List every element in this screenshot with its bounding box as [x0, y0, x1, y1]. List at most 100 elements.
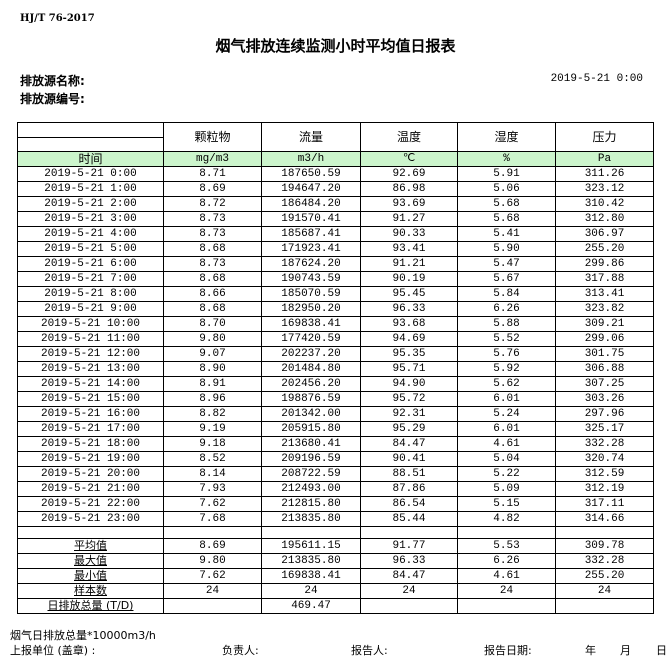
value-cell: 314.66	[555, 511, 654, 527]
value-cell: 212815.80	[261, 496, 361, 512]
value-cell: 24	[555, 583, 654, 599]
standard-code: HJ/T 76-2017	[20, 13, 95, 24]
unit-cell: ℃	[360, 151, 458, 167]
col-header: 湿度	[457, 122, 556, 152]
value-cell: 90.19	[360, 271, 458, 287]
stat-label: 最小值	[17, 568, 164, 584]
stat-row: 最小值 7.62 169838.41 84.47 4.61 255.20	[17, 568, 654, 584]
value-cell	[457, 526, 556, 539]
value-cell: 311.26	[555, 166, 654, 182]
table-row: 2019-5-21 20:00 8.14 208722.59 88.51 5.22 312…	[17, 466, 654, 482]
value-cell: 169838.41	[261, 316, 361, 332]
table-row: 2019-5-21 10:00 8.70 169838.41 93.68 5.88 309…	[17, 316, 654, 332]
time-cell: 2019-5-21 15:00	[17, 391, 164, 407]
value-cell: 5.41	[457, 226, 556, 242]
unit-cell: Pa	[555, 151, 654, 167]
table-row: 2019-5-21 12:00 9.07 202237.20 95.35 5.76 301…	[17, 346, 654, 362]
footer-note: 烟气日排放总量*10000m3/h	[10, 629, 156, 642]
time-cell	[17, 526, 164, 539]
value-cell: 8.82	[163, 406, 262, 422]
value-cell: 5.52	[457, 331, 556, 347]
value-cell: 312.80	[555, 211, 654, 227]
source-name-label: 排放源名称:	[20, 74, 85, 88]
table-row: 2019-5-21 7:00 8.68 190743.59 90.19 5.67 317.…	[17, 271, 654, 287]
value-cell: 8.73	[163, 211, 262, 227]
stat-label: 平均值	[17, 538, 164, 554]
value-cell: 8.69	[163, 538, 262, 554]
page-title: 烟气排放连续监测小时平均值日报表	[215, 37, 456, 55]
time-cell: 2019-5-21 22:00	[17, 496, 164, 512]
value-cell: 8.69	[163, 181, 262, 197]
time-cell: 2019-5-21 5:00	[17, 241, 164, 257]
report-table: 颗粒物 流量 温度 湿度 压力 时间 mg/m3 m3/h ℃ % Pa 201…	[17, 122, 654, 614]
time-cell: 2019-5-21 8:00	[17, 286, 164, 302]
value-cell: 84.47	[360, 568, 458, 584]
value-cell: 186484.20	[261, 196, 361, 212]
value-cell: 332.28	[555, 553, 654, 569]
time-cell: 2019-5-21 0:00	[17, 166, 164, 182]
time-cell: 2019-5-21 16:00	[17, 406, 164, 422]
year-label: 年	[585, 644, 596, 657]
time-cell: 2019-5-21 14:00	[17, 376, 164, 392]
value-cell: 7.93	[163, 481, 262, 497]
value-cell: 209196.59	[261, 451, 361, 467]
value-cell: 24	[163, 583, 262, 599]
value-cell: 84.47	[360, 436, 458, 452]
value-cell: 5.06	[457, 181, 556, 197]
value-cell: 94.90	[360, 376, 458, 392]
value-cell: 5.04	[457, 451, 556, 467]
value-cell: 317.11	[555, 496, 654, 512]
value-cell: 4.61	[457, 568, 556, 584]
value-cell: 87.86	[360, 481, 458, 497]
value-cell: 6.26	[457, 301, 556, 317]
value-cell: 93.41	[360, 241, 458, 257]
value-cell: 208722.59	[261, 466, 361, 482]
value-cell: 8.91	[163, 376, 262, 392]
value-cell: 299.86	[555, 256, 654, 272]
value-cell: 9.80	[163, 553, 262, 569]
stat-row: 平均值 8.69 195611.15 91.77 5.53 309.78	[17, 538, 654, 554]
value-cell: 91.21	[360, 256, 458, 272]
stat-label: 日排放总量 (T/D)	[17, 598, 164, 614]
value-cell: 195611.15	[261, 538, 361, 554]
value-cell: 8.14	[163, 466, 262, 482]
stat-row: 样本数 24 24 24 24 24	[17, 583, 654, 599]
value-cell: 201342.00	[261, 406, 361, 422]
table-row: 2019-5-21 22:00 7.62 212815.80 86.54 5.15 317…	[17, 496, 654, 512]
table-row: 2019-5-21 4:00 8.73 185687.41 90.33 5.41 306.…	[17, 226, 654, 242]
value-cell: 5.09	[457, 481, 556, 497]
value-cell: 8.73	[163, 256, 262, 272]
corner-cell	[17, 122, 164, 152]
value-cell: 91.27	[360, 211, 458, 227]
value-cell: 5.90	[457, 241, 556, 257]
value-cell: 24	[261, 583, 361, 599]
value-cell: 91.77	[360, 538, 458, 554]
value-cell: 5.88	[457, 316, 556, 332]
value-cell: 194647.20	[261, 181, 361, 197]
value-cell: 317.88	[555, 271, 654, 287]
value-cell: 9.18	[163, 436, 262, 452]
table-row: 2019-5-21 13:00 8.90 201484.80 95.71 5.92 306…	[17, 361, 654, 377]
value-cell: 92.69	[360, 166, 458, 182]
value-cell: 191570.41	[261, 211, 361, 227]
value-cell: 8.90	[163, 361, 262, 377]
value-cell: 7.62	[163, 496, 262, 512]
value-cell: 6.01	[457, 391, 556, 407]
value-cell: 8.96	[163, 391, 262, 407]
value-cell: 187650.59	[261, 166, 361, 182]
value-cell: 8.68	[163, 271, 262, 287]
value-cell: 213835.80	[261, 553, 361, 569]
table-row: 2019-5-21 19:00 8.52 209196.59 90.41 5.04 320…	[17, 451, 654, 467]
value-cell: 5.76	[457, 346, 556, 362]
day-label: 日	[656, 644, 667, 657]
value-cell: 8.68	[163, 241, 262, 257]
value-cell: 9.80	[163, 331, 262, 347]
table-row: 2019-5-21 23:00 7.68 213835.80 85.44 4.82 314…	[17, 511, 654, 527]
value-cell: 8.72	[163, 196, 262, 212]
responsible-label: 负责人:	[222, 644, 259, 657]
unit-row: 时间 mg/m3 m3/h ℃ % Pa	[17, 151, 654, 167]
time-header: 时间	[17, 151, 164, 167]
stat-row: 最大值 9.80 213835.80 96.33 6.26 332.28	[17, 553, 654, 569]
value-cell: 96.33	[360, 553, 458, 569]
unit-cell: %	[457, 151, 556, 167]
